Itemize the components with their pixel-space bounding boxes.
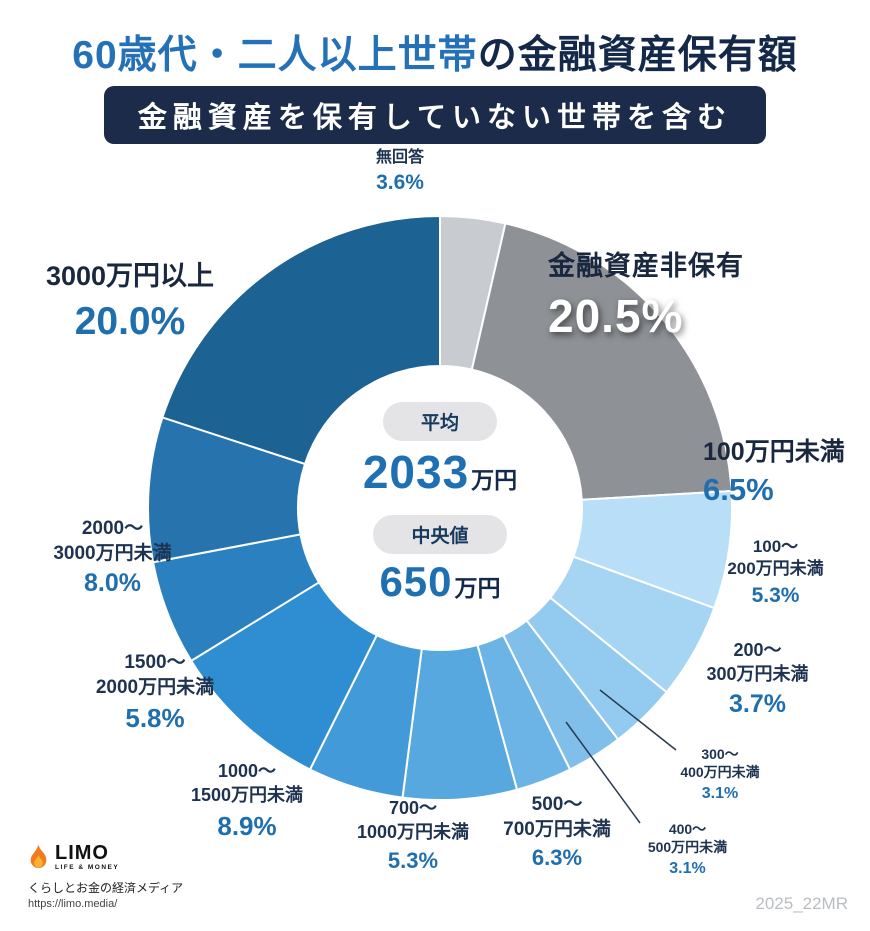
callout-label: 3000万円未満 xyxy=(53,543,172,565)
callout-label: 100〜 xyxy=(752,537,799,556)
callout-pct: 8.9% xyxy=(217,810,277,841)
logo-text: LIMO LIFE & MONEY xyxy=(55,843,119,872)
callout-pct: 5.8% xyxy=(125,703,185,734)
callout-label: 2000〜 xyxy=(81,518,144,539)
callout-pct: 5.3% xyxy=(387,847,439,873)
callout-label: 1500万円未満 xyxy=(190,784,304,805)
callout-no-answer: 無回答 3.6% xyxy=(330,147,470,197)
callout-pct: 20.5% xyxy=(548,289,684,342)
logo-subtext: LIFE & MONEY xyxy=(55,864,120,871)
callout-700-1000: 700〜 1000万円未満 5.3% xyxy=(347,797,479,875)
donut-center: 平均 2033万円 中央値 650万円 xyxy=(325,402,555,622)
callout-label: 400万円未満 xyxy=(680,764,760,781)
subtitle-row: 金融資産を保有していない世帯を含む xyxy=(0,86,870,144)
callout-over-3000: 3000万円以上 20.0% xyxy=(16,259,244,347)
callout-label: 700〜 xyxy=(388,798,438,818)
callout-label: 700万円未満 xyxy=(503,819,611,841)
callout-label: 300万円未満 xyxy=(706,663,809,684)
callout-label: 400〜 xyxy=(668,821,707,837)
footer: LIMO LIFE & MONEY くらしとお金の経済メディア https://… xyxy=(28,843,183,910)
median-value: 650万円 xyxy=(325,558,555,606)
callout-1000-1500: 1000〜 1500万円未満 8.9% xyxy=(183,760,311,843)
average-value: 2033万円 xyxy=(325,445,555,499)
callout-pct: 8.0% xyxy=(84,569,141,598)
callout-pct: 3.1% xyxy=(669,859,706,877)
callout-100-200: 100〜 200万円未満 5.3% xyxy=(713,536,838,610)
callout-pct: 20.0% xyxy=(74,299,186,343)
callout-label: 1500〜 xyxy=(124,652,186,673)
footer-url: https://limo.media/ xyxy=(28,897,118,910)
page-title: 60歳代・二人以上世帯の金融資産保有額 xyxy=(0,24,870,80)
watermark: 2025_22MR xyxy=(755,894,848,913)
donut-segments xyxy=(147,214,733,802)
median-unit: 万円 xyxy=(454,575,501,601)
callout-label: 無回答 xyxy=(375,149,424,166)
callout-label: 1000万円未満 xyxy=(356,821,470,842)
subtitle-banner: 金融資産を保有していない世帯を含む xyxy=(103,86,767,144)
callout-300-400: 300〜 400万円未満 3.1% xyxy=(665,745,775,804)
callout-400-500: 400〜 500万円未満 3.1% xyxy=(630,820,745,879)
callout-label: 300〜 xyxy=(701,746,739,762)
callout-pct: 3.6% xyxy=(376,171,424,195)
median-pill: 中央値 xyxy=(373,515,507,554)
title-rest: の金融資産保有額 xyxy=(477,34,798,77)
average-pill: 平均 xyxy=(382,402,497,441)
callout-label: 2000万円未満 xyxy=(95,677,215,699)
callout-label: 500〜 xyxy=(531,794,583,815)
callout-label: 1000〜 xyxy=(217,761,277,781)
flame-icon xyxy=(30,844,47,868)
leader-line-300-400-icon xyxy=(599,689,677,751)
donut-chart xyxy=(147,214,733,824)
limo-logo: LIMO LIFE & MONEY xyxy=(28,843,183,872)
callout-pct: 6.5% xyxy=(703,472,774,507)
callout-under-100: 100万円未満 6.5% xyxy=(703,436,868,511)
callout-label: 100万円未満 xyxy=(703,438,845,466)
donut-segment-2 xyxy=(470,222,733,501)
callout-label: 200〜 xyxy=(733,640,782,660)
callout-label: 3000万円以上 xyxy=(45,261,215,291)
callout-200-300: 200〜 300万円未満 3.7% xyxy=(690,639,825,721)
title-highlight: 60歳代・二人以上世帯 xyxy=(72,34,478,77)
donut-segment-13 xyxy=(161,214,441,466)
logo-name: LIMO xyxy=(55,842,109,864)
average-number: 2033 xyxy=(362,446,470,498)
callout-pct: 3.7% xyxy=(729,689,786,718)
callout-pct: 3.1% xyxy=(701,784,739,802)
callout-1500-2000: 1500〜 2000万円未満 5.8% xyxy=(76,650,234,735)
median-number: 650 xyxy=(379,558,453,605)
callout-label: 200万円未満 xyxy=(727,559,824,579)
callout-pct: 6.3% xyxy=(531,845,583,871)
callout-pct: 5.3% xyxy=(751,583,800,607)
footer-tagline: くらしとお金の経済メディア xyxy=(28,880,184,895)
callout-label: 金融資産非保有 xyxy=(548,251,744,281)
leader-line-400-500-icon xyxy=(565,721,641,824)
callout-2000-3000: 2000〜 3000万円未満 8.0% xyxy=(40,516,185,600)
callout-no-assets: 金融資産非保有 20.5% xyxy=(548,249,798,346)
callout-500-700: 500〜 700万円未満 6.3% xyxy=(487,792,627,872)
average-unit: 万円 xyxy=(471,467,518,493)
callout-label: 500万円未満 xyxy=(647,839,728,856)
